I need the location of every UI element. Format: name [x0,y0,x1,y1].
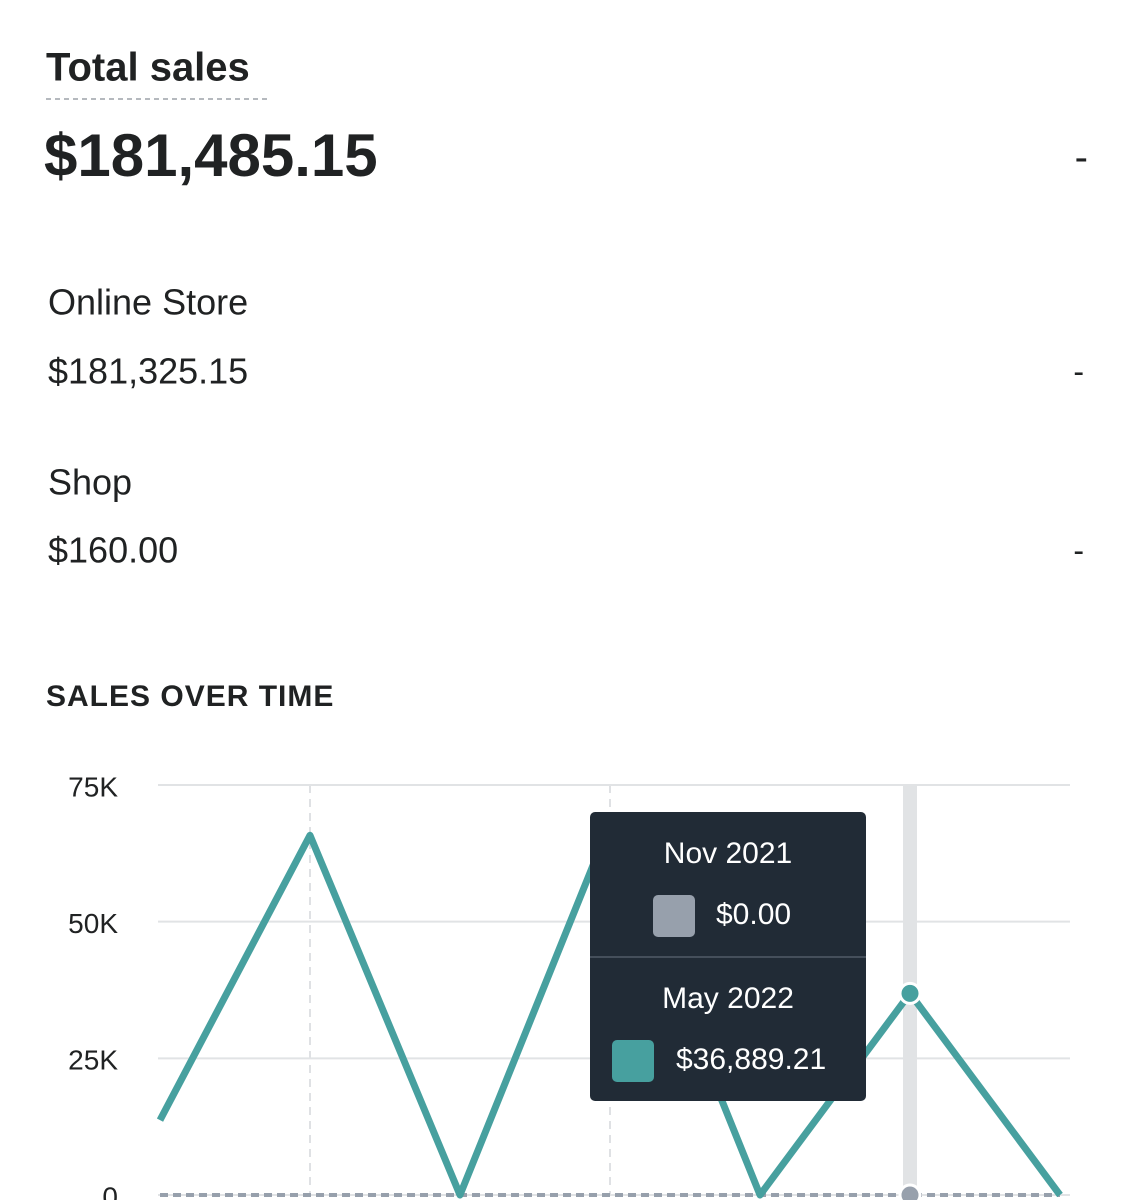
tooltip-value: $36,889.21 [676,1043,826,1076]
y-tick-label: 50K [68,908,118,939]
tooltip-value: $0.00 [716,898,791,931]
y-tick-label: 75K [68,771,118,802]
breakdown-value: $181,325.15 [48,351,248,392]
hover-point [898,981,922,1005]
y-tick-label: 25K [68,1045,118,1076]
summary-value: $181,485.15 [44,122,378,189]
summary-change: - [1075,136,1088,180]
tooltip-date: Nov 2021 [664,837,792,870]
hover-point [898,1183,922,1200]
breakdown-label: Shop [48,462,132,503]
tooltip: Nov 2021 $0.00 May 2022 $36,889.21 [590,812,866,1101]
breakdown-change: - [1073,353,1084,389]
chart-title: SALES OVER TIME [46,680,334,713]
tooltip-swatch [612,1040,654,1082]
summary-title[interactable]: Total sales [46,46,250,90]
chart: 0 25K 50K 75K Nov 2021 $0.00 May 2022 $36,889.2… [68,771,1070,1200]
breakdown-value: $160.00 [48,530,178,571]
tooltip-swatch [653,895,695,937]
breakdown-change: - [1073,532,1084,568]
y-tick-label: 0 [102,1181,118,1200]
tooltip-date: May 2022 [662,982,794,1015]
breakdown-label: Online Store [48,282,248,323]
